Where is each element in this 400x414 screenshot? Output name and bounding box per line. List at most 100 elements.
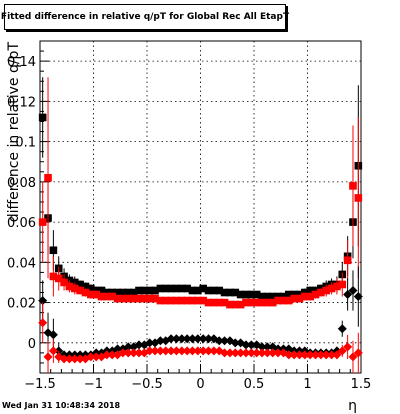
data-point-diamond [38,296,48,306]
data-point-diamond [59,354,69,364]
data-point-square [220,298,229,307]
data-point-diamond [348,286,358,296]
chart-title: Fitted difference in relative q/pT for G… [0,4,290,30]
data-point-square [87,290,95,299]
data-point-square [295,294,304,303]
data-point-square [103,292,111,301]
data-point-diamond [230,338,240,348]
data-point-diamond [64,354,74,364]
y-tick-label: 0.02 [7,297,36,312]
data-point-square [343,256,352,265]
data-point-square [204,298,213,307]
data-point-square [129,288,138,297]
data-point-square [247,290,256,299]
data-point-square [119,288,127,297]
data-point-square [177,296,186,305]
data-point-square [236,290,245,299]
data-point-square [76,286,84,295]
data-point-square [215,298,224,307]
data-point-diamond [246,340,256,350]
data-point-diamond [171,346,181,356]
data-point-diamond [332,350,342,360]
data-point-square [113,294,122,303]
data-point-diamond [262,342,272,352]
data-point-square [156,284,165,293]
data-point-diamond [75,354,85,364]
y-tick-label: 0.04 [7,256,36,271]
data-point-square [156,296,165,305]
data-point-square [140,294,149,303]
data-point-square [210,286,218,295]
data-point-diamond [209,346,219,356]
data-point-square [113,288,122,297]
data-point-square [129,294,138,303]
data-point-square [38,218,47,226]
data-point-square [161,296,170,305]
y-tick-label: 0.12 [7,95,36,110]
data-point-diamond [187,334,197,344]
data-point-square [70,278,79,287]
data-point-square [306,292,314,301]
data-point-diamond [107,350,117,360]
data-point-square [92,290,100,299]
data-point-square [119,294,127,303]
data-point-square [199,296,207,305]
data-point-diamond [118,348,128,358]
data-point-diamond [123,348,133,358]
data-point-square [327,284,336,293]
data-point-diamond [70,354,80,364]
data-point-square [167,296,175,305]
data-point-square [226,300,234,309]
data-point-diamond [150,346,160,356]
data-point-square [183,296,191,305]
data-point-square [194,296,202,305]
data-point-square [226,288,234,297]
timestamp: Wed Jan 31 10:48:34 2018 [2,401,121,410]
data-point-diamond [294,350,304,360]
data-point-square [284,296,293,305]
data-point-square [97,292,106,301]
data-point-diamond [187,346,197,356]
data-point-diamond [134,348,144,358]
data-point-diamond [348,352,358,362]
data-point-diamond [166,346,176,356]
data-point-square [38,113,47,122]
x-axis-title: η [348,398,357,414]
data-point-square [87,284,95,293]
data-point-square [354,194,363,202]
data-point-diamond [343,290,353,300]
y-tick-label: 0.1 [15,136,36,151]
data-point-diamond [246,348,256,358]
data-point-square [81,288,90,297]
data-point-diamond [289,350,299,360]
data-point-square [322,286,331,295]
data-point-square [49,246,58,255]
chart-title-text: Fitted difference in relative q/pT for G… [0,12,290,22]
data-point-square [215,286,224,295]
data-point-square [54,274,63,283]
data-point-square [188,296,197,305]
data-point-diamond [123,342,133,352]
data-point-diamond [48,330,58,340]
data-point-diamond [171,334,181,344]
data-point-square [252,298,261,307]
data-point-diamond [102,350,112,360]
data-point-square [290,290,298,299]
data-point-diamond [300,350,310,360]
data-point-square [258,292,266,301]
data-point-diamond [129,348,139,358]
y-axis-title: difference in relative q/pT [6,42,22,223]
data-point-square [231,288,240,297]
data-point-diamond [182,334,192,344]
data-point-square [349,182,357,190]
data-point-square [268,298,277,307]
data-point-square [317,288,325,297]
data-point-square [108,292,117,301]
data-point-diamond [182,346,192,356]
y-tick-label: 0.06 [7,216,36,231]
data-point-square [333,282,341,291]
x-tick-label: −1 [84,377,103,392]
series-1 [38,77,363,309]
data-point-square [301,292,309,301]
